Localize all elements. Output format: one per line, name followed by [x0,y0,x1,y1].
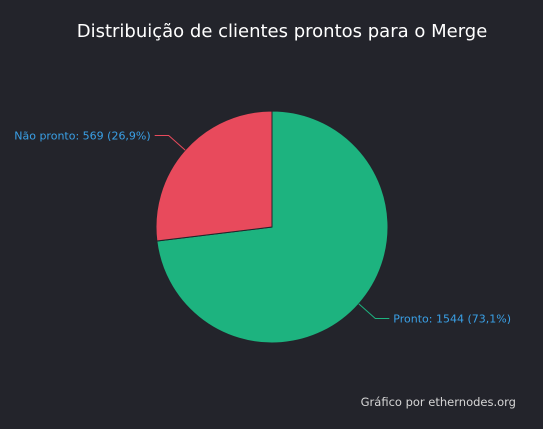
slice-label: Pronto: 1544 (73,1%) [393,312,511,325]
slice-labels: Pronto: 1544 (73,1%) Não pronto: 569 (26,… [14,130,511,326]
leader-line [358,303,390,319]
leader-line [154,135,186,151]
pie-slice-n-o-pronto [155,110,273,242]
pie-slices [155,110,389,344]
chart-credit: Gráfico por ethernodes.org [361,395,516,409]
slice-label: Não pronto: 569 (26,9%) [14,130,150,143]
chart-title: Distribuição de clientes prontos para o … [77,21,488,42]
